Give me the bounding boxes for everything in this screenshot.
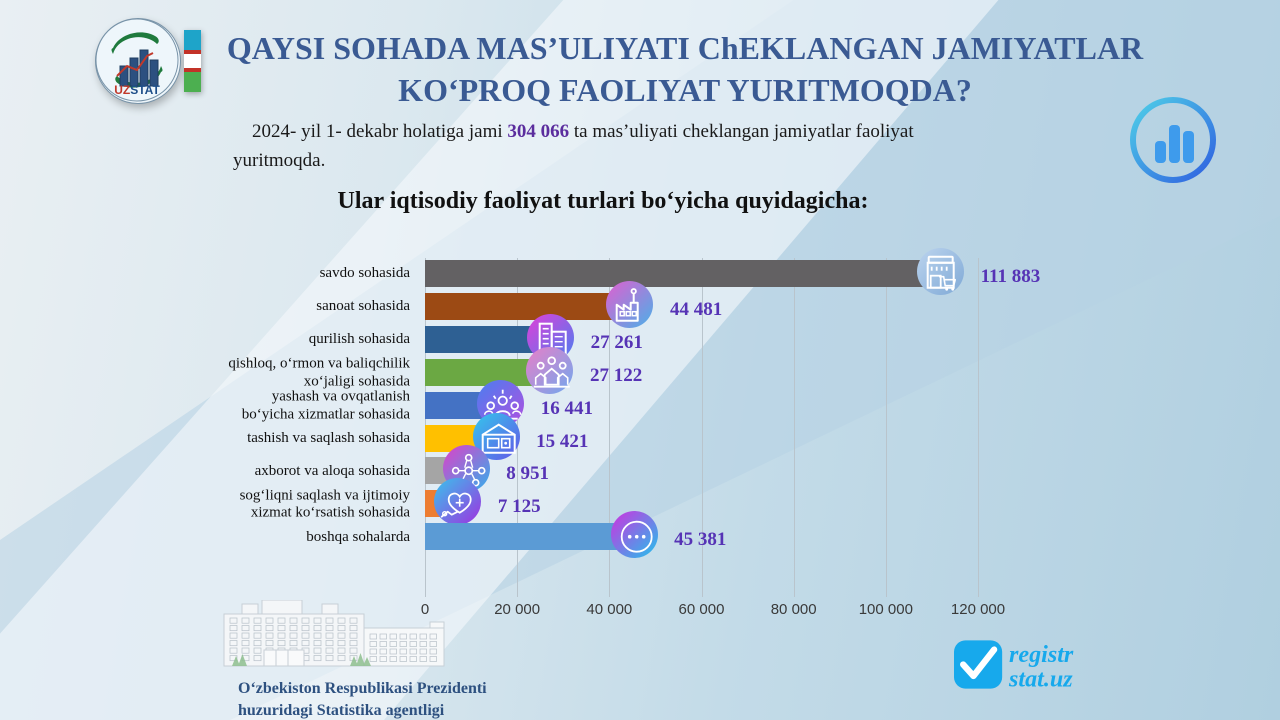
svg-text:UZSTAT: UZSTAT bbox=[114, 83, 160, 97]
svg-text:registr: registr bbox=[1009, 642, 1074, 668]
svg-text:stat.uz: stat.uz bbox=[1008, 666, 1073, 691]
